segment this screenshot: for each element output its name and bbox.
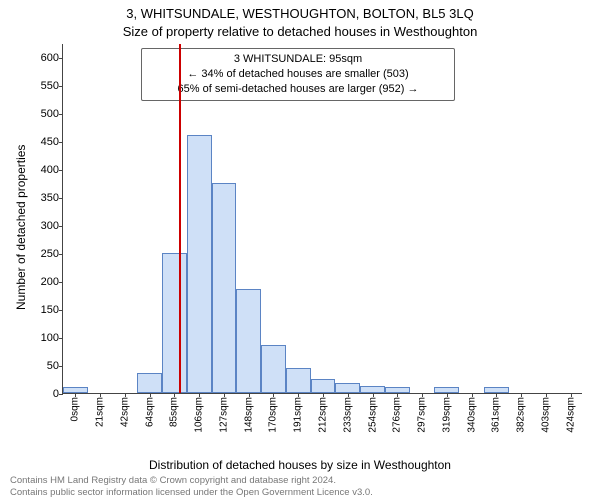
y-tick-mark <box>59 310 63 311</box>
y-tick-label: 350 <box>41 192 59 204</box>
y-tick-mark <box>59 58 63 59</box>
x-axis-label: Distribution of detached houses by size … <box>0 458 600 472</box>
x-tick-label: 170sqm <box>268 397 279 433</box>
title-address: 3, WHITSUNDALE, WESTHOUGHTON, BOLTON, BL… <box>0 6 600 21</box>
y-tick-mark <box>59 338 63 339</box>
x-tick-label: 361sqm <box>491 397 502 433</box>
y-tick-label: 400 <box>41 164 59 176</box>
x-tick-label: 106sqm <box>194 397 205 433</box>
x-tick-label: 42sqm <box>119 397 130 427</box>
y-axis-label: Number of detached properties <box>14 145 28 310</box>
y-tick-mark <box>59 282 63 283</box>
plot-area: 3 WHITSUNDALE: 95sqm ← 34% of detached h… <box>62 44 582 394</box>
x-tick-label: 254sqm <box>367 397 378 433</box>
x-tick-label: 403sqm <box>540 397 551 433</box>
y-tick-label: 550 <box>41 80 59 92</box>
title-subtitle: Size of property relative to detached ho… <box>0 24 600 39</box>
histogram-bar <box>236 289 261 393</box>
callout-line2: ← 34% of detached houses are smaller (50… <box>148 67 448 82</box>
callout-line1: 3 WHITSUNDALE: 95sqm <box>148 52 448 67</box>
x-tick-label: 424sqm <box>565 397 576 433</box>
callout-line3: 65% of semi-detached houses are larger (… <box>148 82 448 97</box>
x-tick-label: 233sqm <box>342 397 353 433</box>
x-tick-label: 382sqm <box>516 397 527 433</box>
y-tick-label: 300 <box>41 220 59 232</box>
x-tick-label: 276sqm <box>392 397 403 433</box>
x-tick-label: 85sqm <box>169 397 180 427</box>
x-tick-label: 212sqm <box>318 397 329 433</box>
histogram-bar <box>286 368 311 393</box>
x-tick-label: 148sqm <box>243 397 254 433</box>
figure: 3, WHITSUNDALE, WESTHOUGHTON, BOLTON, BL… <box>0 0 600 500</box>
y-tick-label: 50 <box>47 360 59 372</box>
y-tick-label: 150 <box>41 304 59 316</box>
histogram-bar <box>162 253 187 393</box>
x-tick-label: 297sqm <box>417 397 428 433</box>
x-tick-label: 319sqm <box>441 397 452 433</box>
histogram-bar <box>360 386 385 393</box>
y-tick-mark <box>59 254 63 255</box>
y-tick-mark <box>59 114 63 115</box>
y-tick-label: 200 <box>41 276 59 288</box>
x-tick-label: 127sqm <box>218 397 229 433</box>
y-tick-label: 500 <box>41 108 59 120</box>
y-tick-mark <box>59 394 63 395</box>
histogram-bar <box>335 383 360 393</box>
histogram-bar <box>187 135 212 393</box>
callout-box: 3 WHITSUNDALE: 95sqm ← 34% of detached h… <box>141 48 455 101</box>
license-line2: Contains public sector information licen… <box>10 487 590 498</box>
y-tick-mark <box>59 86 63 87</box>
y-tick-label: 450 <box>41 136 59 148</box>
y-tick-mark <box>59 198 63 199</box>
y-tick-mark <box>59 226 63 227</box>
histogram-bar <box>311 379 336 393</box>
histogram-bar <box>212 183 237 393</box>
histogram-bar <box>261 345 286 393</box>
y-tick-label: 250 <box>41 248 59 260</box>
y-tick-mark <box>59 170 63 171</box>
license-text: Contains HM Land Registry data © Crown c… <box>10 475 590 498</box>
histogram-bar <box>137 373 162 393</box>
y-tick-mark <box>59 142 63 143</box>
subject-property-marker <box>179 44 181 393</box>
license-line1: Contains HM Land Registry data © Crown c… <box>10 475 590 486</box>
x-tick-label: 64sqm <box>144 397 155 427</box>
x-tick-label: 0sqm <box>70 397 81 421</box>
x-tick-label: 21sqm <box>95 397 106 427</box>
y-tick-label: 100 <box>41 332 59 344</box>
x-tick-label: 340sqm <box>466 397 477 433</box>
y-tick-label: 600 <box>41 52 59 64</box>
y-tick-mark <box>59 366 63 367</box>
x-tick-label: 191sqm <box>293 397 304 433</box>
